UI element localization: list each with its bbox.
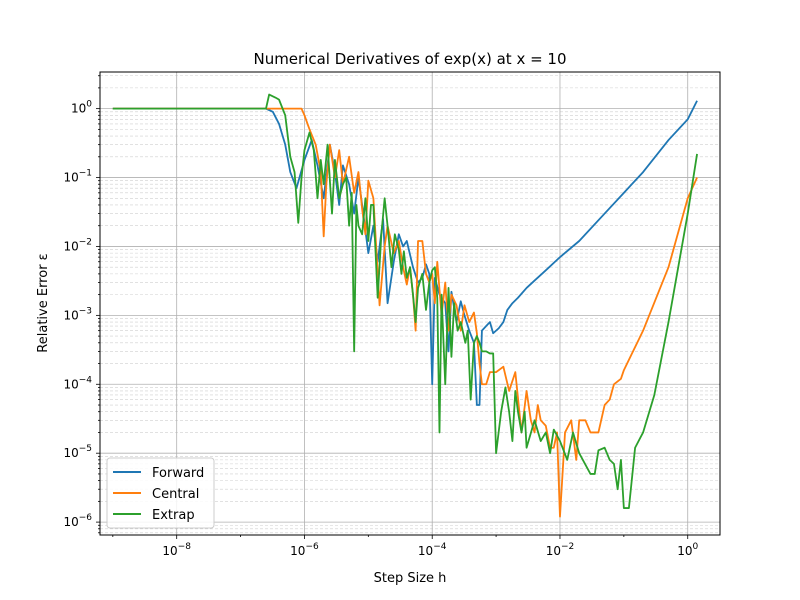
x-axis-label: Step Size h <box>374 571 447 586</box>
y-axis-ticks: 10−6 10−5 10−4 10−3 10−2 10−1 100 <box>63 75 100 534</box>
grid-lines <box>100 72 720 535</box>
chart-title: Numerical Derivatives of exp(x) at x = 1… <box>253 50 566 68</box>
legend-label-extrap: Extrap <box>152 508 195 523</box>
x-axis-ticks: 10−8 10−6 10−4 10−2 100 <box>112 535 699 558</box>
x-tick-label: 10−8 <box>162 542 191 558</box>
y-tick-label: 10−2 <box>63 237 92 253</box>
legend-box <box>106 457 215 529</box>
y-axis-label: Relative Error ε <box>36 253 51 352</box>
axes-frame <box>99 71 721 536</box>
legend: Forward Central Extrap <box>106 457 215 529</box>
x-tick-label: 10−4 <box>418 542 447 558</box>
x-tick-label: 100 <box>677 542 698 558</box>
y-tick-label: 10−3 <box>63 306 92 322</box>
x-tick-label: 10−6 <box>290 542 319 558</box>
series-line-central <box>112 107 698 518</box>
y-tick-label: 10−5 <box>63 444 92 460</box>
series-lines <box>112 93 698 518</box>
y-tick-label: 10−6 <box>63 513 92 529</box>
legend-label-forward: Forward <box>152 466 204 481</box>
x-tick-label: 10−2 <box>546 542 575 558</box>
legend-label-central: Central <box>152 487 199 502</box>
legend-items: Forward Central Extrap <box>113 466 204 523</box>
series-line-extrap <box>112 93 698 509</box>
y-tick-label: 10−1 <box>63 169 92 185</box>
y-tick-label: 100 <box>71 100 92 116</box>
y-tick-label: 10−4 <box>63 375 92 391</box>
